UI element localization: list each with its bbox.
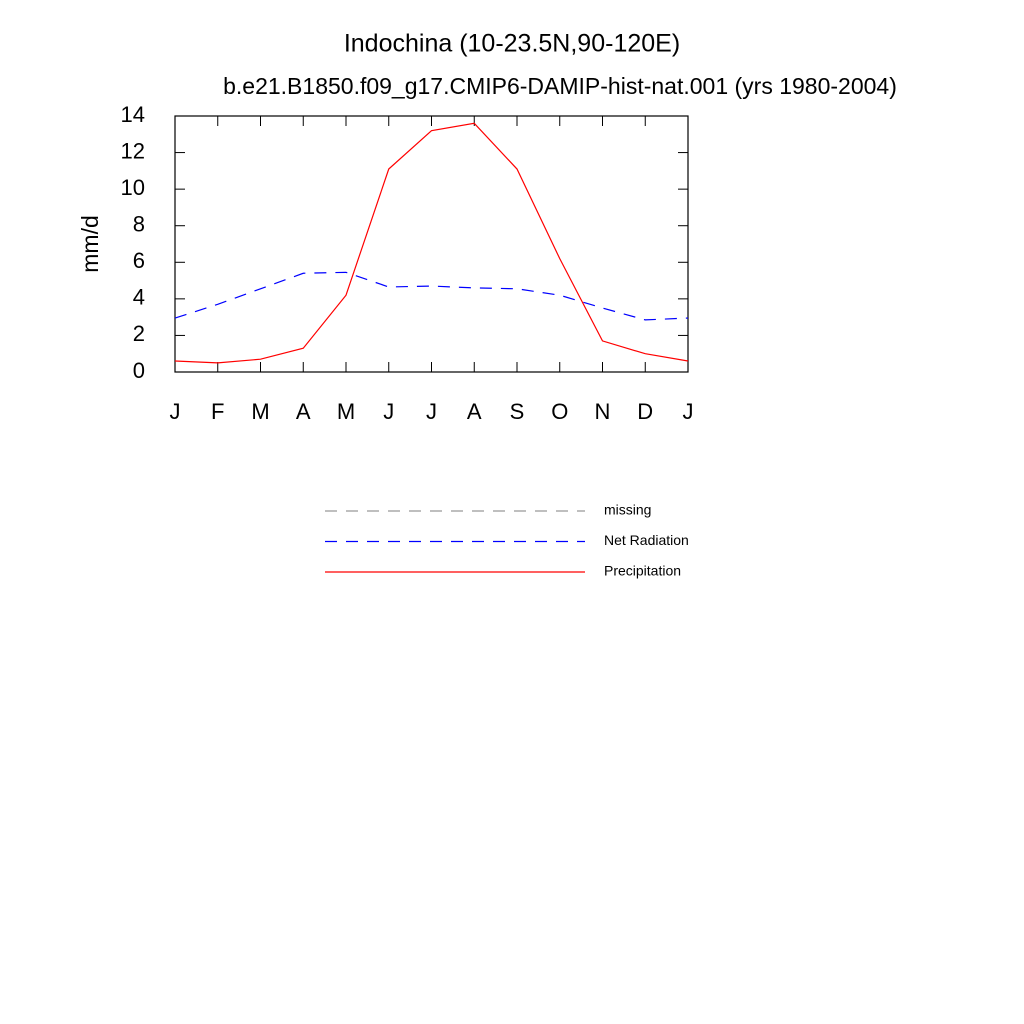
x-tick-label: J xyxy=(426,399,437,424)
y-tick-label: 0 xyxy=(133,358,145,383)
x-tick-label: J xyxy=(383,399,394,424)
y-tick-label: 8 xyxy=(133,212,145,237)
x-tick-label: A xyxy=(296,399,311,424)
legend-label: Net Radiation xyxy=(604,532,689,548)
plot-frame xyxy=(174,115,689,373)
legend-label: Precipitation xyxy=(604,563,681,579)
y-tick-label: 10 xyxy=(121,175,145,200)
x-tick-label: A xyxy=(467,399,482,424)
x-tick-label: O xyxy=(551,399,568,424)
x-tick-label: S xyxy=(510,399,525,424)
chart-title: Indochina (10-23.5N,90-120E) xyxy=(344,30,680,58)
y-tick-label: 6 xyxy=(133,248,145,273)
chart-subtitle: b.e21.B1850.f09_g17.CMIP6-DAMIP-hist-nat… xyxy=(223,73,897,99)
x-tick-label: M xyxy=(251,399,269,424)
legend-label: missing xyxy=(604,502,651,518)
x-tick-label: J xyxy=(170,399,181,424)
x-tick-label: F xyxy=(211,399,224,424)
series-line xyxy=(174,122,689,364)
x-tick-label: D xyxy=(637,399,653,424)
series-line xyxy=(174,271,689,321)
y-tick-label: 2 xyxy=(133,321,145,346)
y-tick-label: 4 xyxy=(133,285,145,310)
x-tick-label: N xyxy=(595,399,611,424)
y-axis-label: mm/d xyxy=(77,215,103,273)
y-tick-label: 12 xyxy=(121,138,145,163)
x-tick-label: J xyxy=(683,399,694,424)
y-tick-label: 14 xyxy=(121,102,145,127)
x-tick-label: M xyxy=(337,399,355,424)
